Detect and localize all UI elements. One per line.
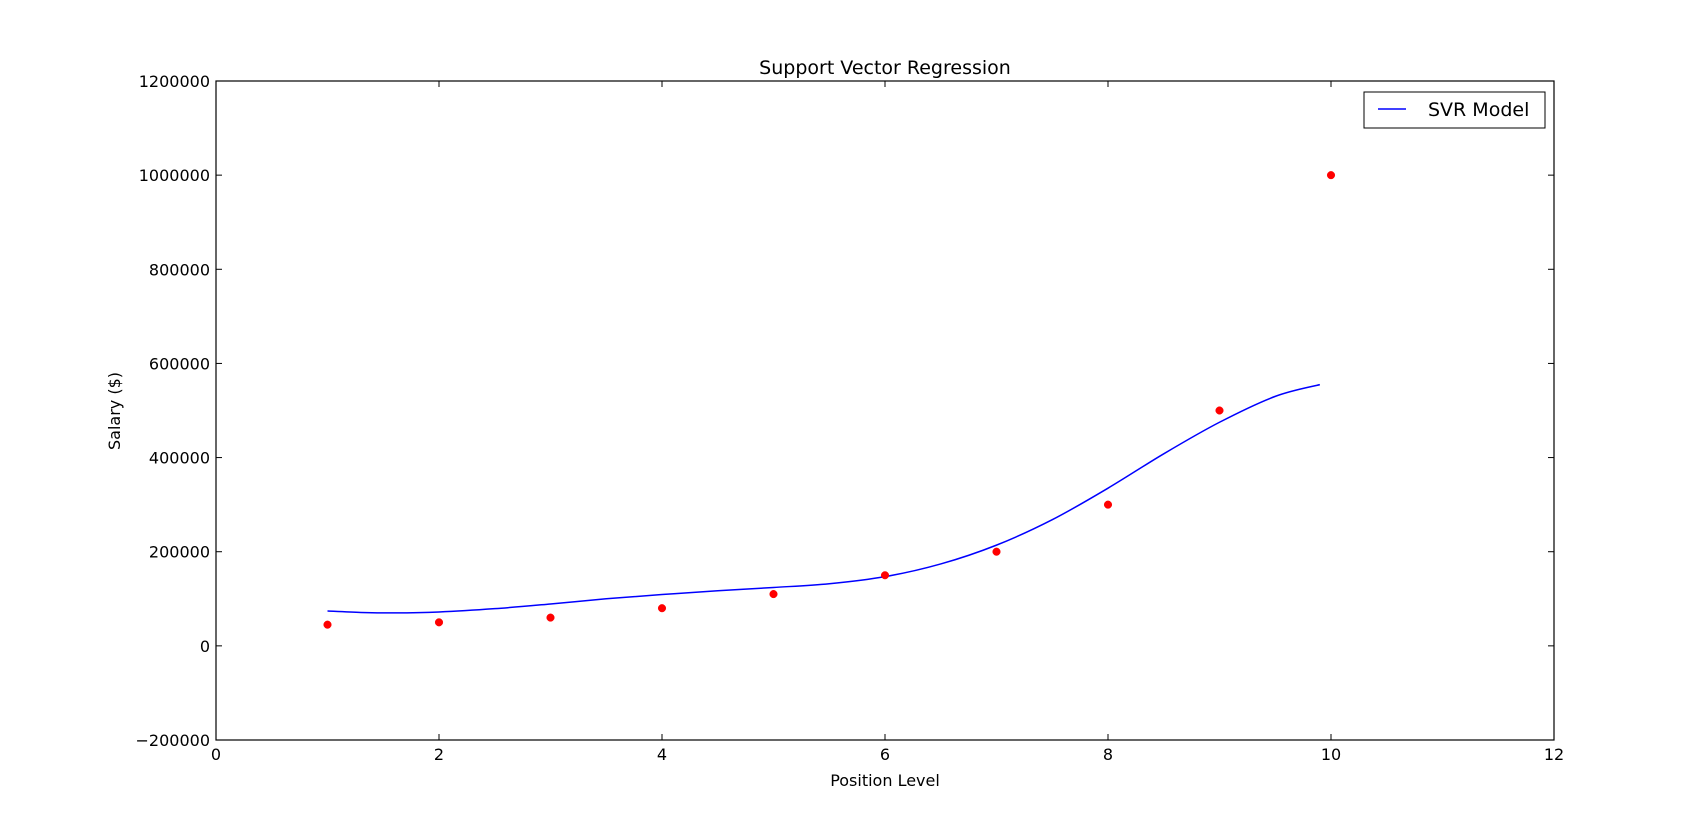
chart-title: Support Vector Regression bbox=[759, 57, 1011, 79]
scatter-points-layer bbox=[323, 171, 1336, 629]
y-tick-label: 400000 bbox=[149, 449, 210, 468]
x-tick-label: 10 bbox=[1321, 745, 1341, 764]
y-tick-label: 600000 bbox=[149, 354, 210, 373]
x-tick-label: 6 bbox=[880, 745, 890, 764]
axis-ticks: 0 2 4 6 8 10 12−200000020000040000060000080000… bbox=[136, 72, 1565, 764]
scatter-point bbox=[323, 620, 332, 629]
y-axis-title: Salary ($) bbox=[105, 372, 124, 450]
line-series-layer bbox=[327, 383, 1321, 614]
x-tick-label: 0 bbox=[211, 745, 221, 764]
scatter-point bbox=[1326, 171, 1336, 180]
x-tick-label: 12 bbox=[1544, 745, 1564, 764]
legend-box bbox=[1363, 91, 1546, 129]
x-tick-label: 8 bbox=[1103, 745, 1113, 764]
scatter-point bbox=[657, 604, 667, 613]
x-axis-title: Position Level bbox=[830, 771, 940, 790]
plot-area-frame bbox=[215, 80, 1555, 741]
scatter-point bbox=[1215, 406, 1224, 415]
scatter-point bbox=[546, 613, 555, 622]
legend-label-svr-model: SVR Model bbox=[1428, 99, 1529, 121]
y-tick-label: 0 bbox=[200, 637, 210, 656]
y-tick-label: 1200000 bbox=[139, 72, 210, 91]
scatter-point bbox=[434, 618, 444, 627]
y-tick-label: −200000 bbox=[136, 731, 210, 750]
y-tick-label: 1000000 bbox=[139, 166, 210, 185]
x-tick-label: 4 bbox=[657, 745, 667, 764]
svr-model-line bbox=[327, 383, 1321, 614]
scatter-point bbox=[880, 571, 890, 580]
y-tick-label: 800000 bbox=[149, 260, 210, 279]
scatter-point bbox=[992, 547, 1001, 556]
legend: SVR Model bbox=[1363, 91, 1546, 129]
y-tick-label: 200000 bbox=[149, 543, 210, 562]
x-tick-label: 2 bbox=[434, 745, 444, 764]
scatter-point bbox=[1103, 500, 1113, 509]
scatter-point bbox=[769, 590, 778, 599]
